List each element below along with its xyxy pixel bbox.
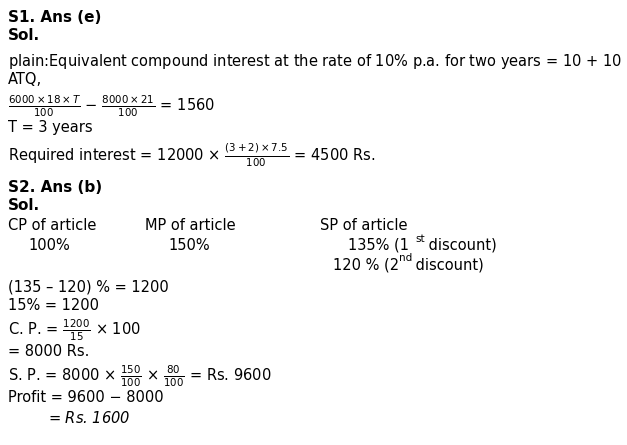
Text: 100%: 100% [28,238,70,253]
Text: Required interest = 12000 × $\frac{(3+2) \times 7.5}{100}$ = 4500 Rs.: Required interest = 12000 × $\frac{(3+2)… [8,142,376,170]
Text: ATQ,: ATQ, [8,72,42,87]
Text: = 8000 Rs.: = 8000 Rs. [8,344,90,359]
Text: Profit = 9600 − 8000: Profit = 9600 − 8000 [8,390,164,405]
Text: MP of article: MP of article [145,218,236,233]
Text: C. P. = $\frac{1200}{15}$ × 100: C. P. = $\frac{1200}{15}$ × 100 [8,318,141,344]
Text: CP of article: CP of article [8,218,97,233]
Text: (135 – 120) % = 1200: (135 – 120) % = 1200 [8,279,169,294]
Text: Sol.: Sol. [8,28,40,43]
Text: T = 3 years: T = 3 years [8,120,93,135]
Text: discount): discount) [411,257,484,272]
Text: 120 % (2: 120 % (2 [333,257,399,272]
Text: 150%: 150% [168,238,209,253]
Text: = $\mathit{Rs}$. 1600: = $\mathit{Rs}$. 1600 [48,410,130,426]
Text: Sol.: Sol. [8,198,40,213]
Text: plain:Equivalent compound interest at the rate of 10% p.a. for two years = 10 + : plain:Equivalent compound interest at th… [8,50,627,75]
Text: SP of article: SP of article [320,218,408,233]
Text: $\frac{6000 \times 18 \times T}{100}$ − $\frac{8000 \times 21}{100}$ = 1560: $\frac{6000 \times 18 \times T}{100}$ − … [8,94,215,119]
Text: st: st [415,234,424,244]
Text: 135% (1: 135% (1 [348,238,409,253]
Text: 15% = 1200: 15% = 1200 [8,298,99,313]
Text: S1. Ans (e): S1. Ans (e) [8,10,102,25]
Text: S2. Ans (b): S2. Ans (b) [8,180,102,195]
Text: nd: nd [399,253,412,263]
Text: S. P. = 8000 × $\frac{150}{100}$ × $\frac{80}{100}$ = Rs. 9600: S. P. = 8000 × $\frac{150}{100}$ × $\fra… [8,364,271,389]
Text: discount): discount) [424,238,497,253]
